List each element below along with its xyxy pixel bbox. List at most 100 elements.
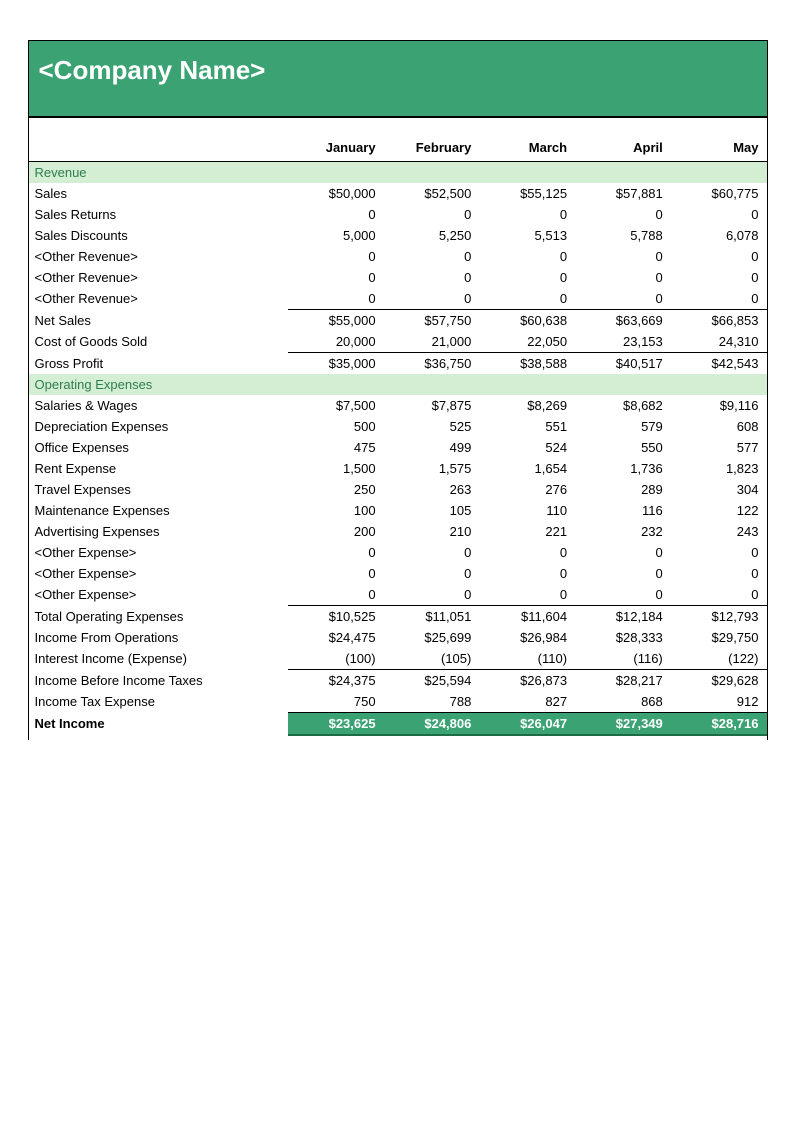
cell-value: 0 [671, 246, 767, 267]
cell-value: 0 [479, 246, 575, 267]
cell-value: 1,823 [671, 458, 767, 479]
cell-value: 0 [671, 288, 767, 310]
cell-value: 0 [288, 267, 384, 288]
row-label: Total Operating Expenses [29, 606, 288, 628]
row-label: Income Tax Expense [29, 691, 288, 713]
col-header: January [288, 134, 384, 162]
cell-value: 0 [575, 563, 671, 584]
cell-value: 23,153 [575, 331, 671, 353]
cell-value: $57,750 [384, 310, 480, 332]
table-row: Sales Discounts5,0005,2505,5135,7886,078 [29, 225, 767, 246]
row-label: Advertising Expenses [29, 521, 288, 542]
cell-value: $7,500 [288, 395, 384, 416]
cell-value: 5,788 [575, 225, 671, 246]
cell-value: $52,500 [384, 183, 480, 204]
cell-value: 827 [479, 691, 575, 713]
cell-value: 0 [384, 542, 480, 563]
cell-value: $26,984 [479, 627, 575, 648]
table-row: Rent Expense1,5001,5751,6541,7361,823 [29, 458, 767, 479]
row-label: Maintenance Expenses [29, 500, 288, 521]
net-income-row: Net Income$23,625$24,806$26,047$27,349$2… [29, 713, 767, 736]
net-income-value: $24,806 [384, 713, 480, 736]
row-label: <Other Revenue> [29, 288, 288, 310]
cell-value: 0 [479, 267, 575, 288]
cell-value: 0 [575, 267, 671, 288]
cell-value: $60,638 [479, 310, 575, 332]
table-row: Depreciation Expenses500525551579608 [29, 416, 767, 437]
cell-value: 1,500 [288, 458, 384, 479]
cell-value: 232 [575, 521, 671, 542]
cell-value: $25,699 [384, 627, 480, 648]
cell-value: $11,051 [384, 606, 480, 628]
cell-value: $28,217 [575, 670, 671, 692]
cell-value: $38,588 [479, 353, 575, 375]
cell-value: 0 [479, 542, 575, 563]
table-row: Interest Income (Expense)(100)(105)(110)… [29, 648, 767, 670]
cell-value: 110 [479, 500, 575, 521]
cell-value: 750 [288, 691, 384, 713]
row-label: Income From Operations [29, 627, 288, 648]
cell-value: 0 [479, 204, 575, 225]
table-row: Net Sales$55,000$57,750$60,638$63,669$66… [29, 310, 767, 332]
cell-value: 0 [671, 563, 767, 584]
section-header-row: Operating Expenses [29, 374, 767, 395]
cell-value: 0 [288, 563, 384, 584]
net-income-value: $27,349 [575, 713, 671, 736]
cell-value: 912 [671, 691, 767, 713]
row-label: <Other Expense> [29, 563, 288, 584]
table-row: Sales Returns00000 [29, 204, 767, 225]
row-label: Depreciation Expenses [29, 416, 288, 437]
cell-value: $9,116 [671, 395, 767, 416]
cell-value: $35,000 [288, 353, 384, 375]
cell-value: 475 [288, 437, 384, 458]
section-title: Operating Expenses [29, 374, 767, 395]
cell-value: $24,375 [288, 670, 384, 692]
table-row: Salaries & Wages$7,500$7,875$8,269$8,682… [29, 395, 767, 416]
table-body: RevenueSales$50,000$52,500$55,125$57,881… [29, 162, 767, 736]
cell-value: $55,125 [479, 183, 575, 204]
cell-value: $8,269 [479, 395, 575, 416]
cell-value: 1,654 [479, 458, 575, 479]
cell-value: 263 [384, 479, 480, 500]
cell-value: (110) [479, 648, 575, 670]
section-header-row: Revenue [29, 162, 767, 184]
column-header-row: January February March April May [29, 134, 767, 162]
cell-value: 608 [671, 416, 767, 437]
spacer [29, 118, 767, 134]
cell-value: 6,078 [671, 225, 767, 246]
row-label: Salaries & Wages [29, 395, 288, 416]
cell-value: 0 [288, 246, 384, 267]
cell-value: 579 [575, 416, 671, 437]
table-row: <Other Revenue>00000 [29, 288, 767, 310]
cell-value: 577 [671, 437, 767, 458]
table-row: Travel Expenses250263276289304 [29, 479, 767, 500]
cell-value: 0 [479, 584, 575, 606]
row-label: <Other Revenue> [29, 267, 288, 288]
cell-value: 243 [671, 521, 767, 542]
cell-value: 0 [671, 584, 767, 606]
cell-value: (105) [384, 648, 480, 670]
cell-value: 221 [479, 521, 575, 542]
net-income-label: Net Income [29, 713, 288, 736]
cell-value: 21,000 [384, 331, 480, 353]
col-header: March [479, 134, 575, 162]
cell-value: 0 [288, 584, 384, 606]
row-label: Cost of Goods Sold [29, 331, 288, 353]
cell-value: 200 [288, 521, 384, 542]
row-label: Office Expenses [29, 437, 288, 458]
cell-value: $57,881 [575, 183, 671, 204]
row-label: Sales Discounts [29, 225, 288, 246]
cell-value: 1,575 [384, 458, 480, 479]
table-row: Maintenance Expenses100105110116122 [29, 500, 767, 521]
col-header: May [671, 134, 767, 162]
row-label: Rent Expense [29, 458, 288, 479]
income-statement-table: January February March April May Revenue… [29, 134, 767, 736]
cell-value: (116) [575, 648, 671, 670]
cell-value: 0 [384, 288, 480, 310]
header-blank [29, 134, 288, 162]
table-row: Cost of Goods Sold20,00021,00022,05023,1… [29, 331, 767, 353]
cell-value: 250 [288, 479, 384, 500]
table-row: Total Operating Expenses$10,525$11,051$1… [29, 606, 767, 628]
cell-value: $7,875 [384, 395, 480, 416]
cell-value: $12,793 [671, 606, 767, 628]
